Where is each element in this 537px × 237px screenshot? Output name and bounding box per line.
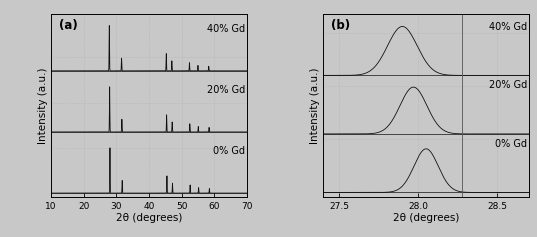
Text: 40% Gd: 40% Gd [489,22,527,32]
Text: 40% Gd: 40% Gd [207,24,245,34]
Y-axis label: Intensity (a.u.): Intensity (a.u.) [310,67,321,144]
Text: 0% Gd: 0% Gd [213,146,245,156]
Text: (b): (b) [331,19,351,32]
X-axis label: 2θ (degrees): 2θ (degrees) [393,213,459,223]
Text: (a): (a) [59,19,78,32]
Y-axis label: Intensity (a.u.): Intensity (a.u.) [38,67,48,144]
Text: 20% Gd: 20% Gd [489,80,527,90]
X-axis label: 2θ (degrees): 2θ (degrees) [116,213,182,223]
Text: 0% Gd: 0% Gd [495,139,527,149]
Text: 20% Gd: 20% Gd [207,85,245,95]
